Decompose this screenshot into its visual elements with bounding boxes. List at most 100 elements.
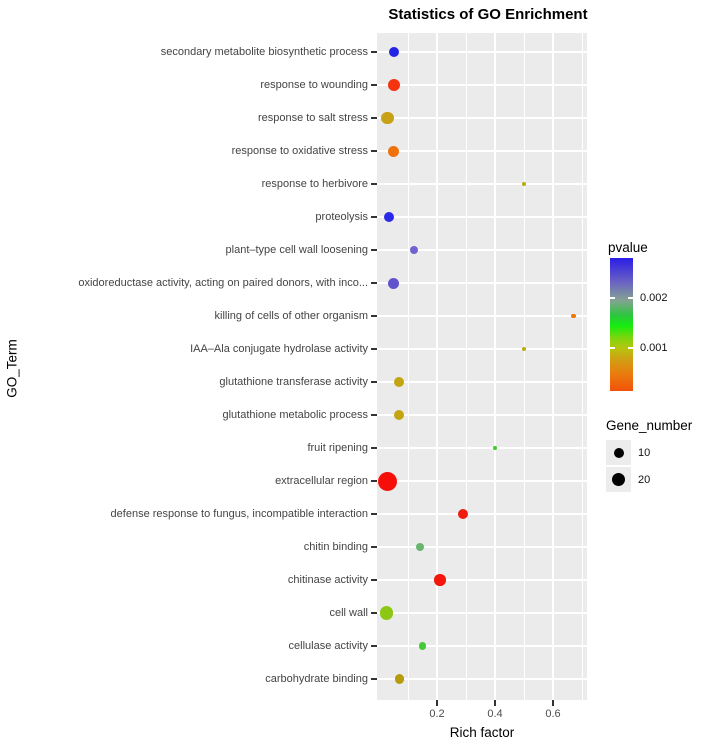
y-axis-label: secondary metabolite biosynthetic proces… (160, 46, 368, 58)
chart-title: Statistics of GO Enrichment (388, 6, 588, 23)
row-gridline (377, 381, 587, 383)
row-gridline (377, 546, 587, 548)
y-axis-tick (371, 381, 377, 383)
pvalue-colorbar (610, 258, 633, 391)
major-gridline (436, 33, 438, 700)
data-point (492, 445, 498, 451)
row-gridline (377, 513, 587, 515)
row-gridline (377, 447, 587, 449)
data-point (394, 410, 405, 420)
y-axis-label: oxidoreductase activity, acting on paire… (78, 277, 368, 289)
colorbar-tick (628, 296, 633, 299)
y-axis-title: GO_Term (4, 339, 20, 398)
y-axis-label: plant–type cell wall loosening (225, 244, 368, 256)
x-axis-tick (552, 700, 554, 706)
x-axis-tick (436, 700, 438, 706)
y-axis-tick (371, 117, 377, 119)
y-axis-tick (371, 84, 377, 86)
y-axis-label: response to salt stress (257, 112, 368, 124)
row-gridline (377, 249, 587, 251)
colorbar-tick (610, 346, 615, 349)
row-gridline (377, 348, 587, 350)
row-gridline (377, 315, 587, 317)
gene-number-key (606, 467, 631, 492)
gene-number-key-dot (613, 447, 624, 458)
y-axis-tick (371, 249, 377, 251)
y-axis-label: IAA–Ala conjugate hydrolase activity (190, 343, 368, 355)
data-point (571, 313, 576, 319)
data-point (387, 79, 400, 91)
row-gridline (377, 84, 587, 86)
row-gridline (377, 645, 587, 647)
row-gridline (377, 150, 587, 152)
data-point (418, 642, 427, 650)
y-axis-tick (371, 315, 377, 317)
data-point (458, 509, 469, 519)
y-axis-tick (371, 612, 377, 614)
gene-number-key-label: 10 (638, 446, 651, 459)
row-gridline (377, 612, 587, 614)
colorbar-tick-label: 0.002 (640, 291, 668, 304)
y-axis-label: extracellular region (275, 475, 368, 487)
data-point (379, 606, 393, 620)
row-gridline (377, 678, 587, 680)
data-point (378, 471, 398, 491)
gene-number-key-label: 20 (638, 473, 651, 486)
gene-number-key-dot (611, 472, 626, 487)
row-gridline (377, 414, 587, 416)
minor-gridline (465, 33, 467, 700)
y-axis-label: fruit ripening (307, 442, 368, 454)
y-axis-label: glutathione transferase activity (219, 376, 368, 388)
gene-number-legend-title: Gene_number (606, 418, 693, 433)
data-point (415, 543, 424, 551)
x-axis-title: Rich factor (449, 725, 515, 740)
data-point (394, 674, 405, 684)
y-axis-tick (371, 513, 377, 515)
row-gridline (377, 480, 587, 482)
y-axis-tick (371, 678, 377, 680)
data-point (384, 212, 395, 222)
y-axis-tick (371, 579, 377, 581)
pvalue-legend-title: pvalue (608, 240, 648, 255)
minor-gridline (581, 33, 583, 700)
y-axis-label: cellulase activity (288, 640, 368, 652)
colorbar-tick-label: 0.001 (640, 341, 668, 354)
y-axis-label: chitin binding (303, 541, 368, 553)
y-axis-label: glutathione metabolic process (222, 409, 368, 421)
y-axis-tick (371, 546, 377, 548)
row-gridline (377, 117, 587, 119)
y-axis-tick (371, 282, 377, 284)
plot-panel (377, 33, 587, 700)
y-axis-label: cell wall (329, 607, 368, 619)
y-axis-label: proteolysis (315, 211, 368, 223)
minor-gridline (407, 33, 409, 700)
y-axis-tick (371, 414, 377, 416)
colorbar-tick (610, 296, 615, 299)
x-axis-tick-label: 0.6 (545, 708, 561, 720)
data-point (409, 246, 418, 254)
x-axis-tick (494, 700, 496, 706)
gene-number-key (606, 440, 631, 465)
y-axis-tick (371, 480, 377, 482)
y-axis-label: killing of cells of other organism (214, 310, 368, 322)
data-point (434, 574, 446, 586)
colorbar-tick (628, 346, 633, 349)
row-gridline (377, 51, 587, 53)
y-axis-label: defense response to fungus, incompatible… (110, 508, 368, 520)
data-point (521, 346, 527, 352)
y-axis-label: response to herbivore (261, 178, 368, 190)
x-axis-tick-label: 0.4 (487, 708, 503, 720)
data-point (388, 277, 399, 289)
y-axis-tick (371, 645, 377, 647)
y-axis-label: response to oxidative stress (231, 145, 368, 157)
data-point (388, 145, 399, 157)
data-point (394, 377, 405, 387)
y-axis-label: chitinase activity (287, 574, 368, 586)
y-axis-tick (371, 150, 377, 152)
y-axis-label: carbohydrate binding (265, 673, 368, 685)
major-gridline (552, 33, 554, 700)
y-axis-label: response to wounding (260, 79, 368, 91)
y-axis-tick (371, 348, 377, 350)
row-gridline (377, 282, 587, 284)
